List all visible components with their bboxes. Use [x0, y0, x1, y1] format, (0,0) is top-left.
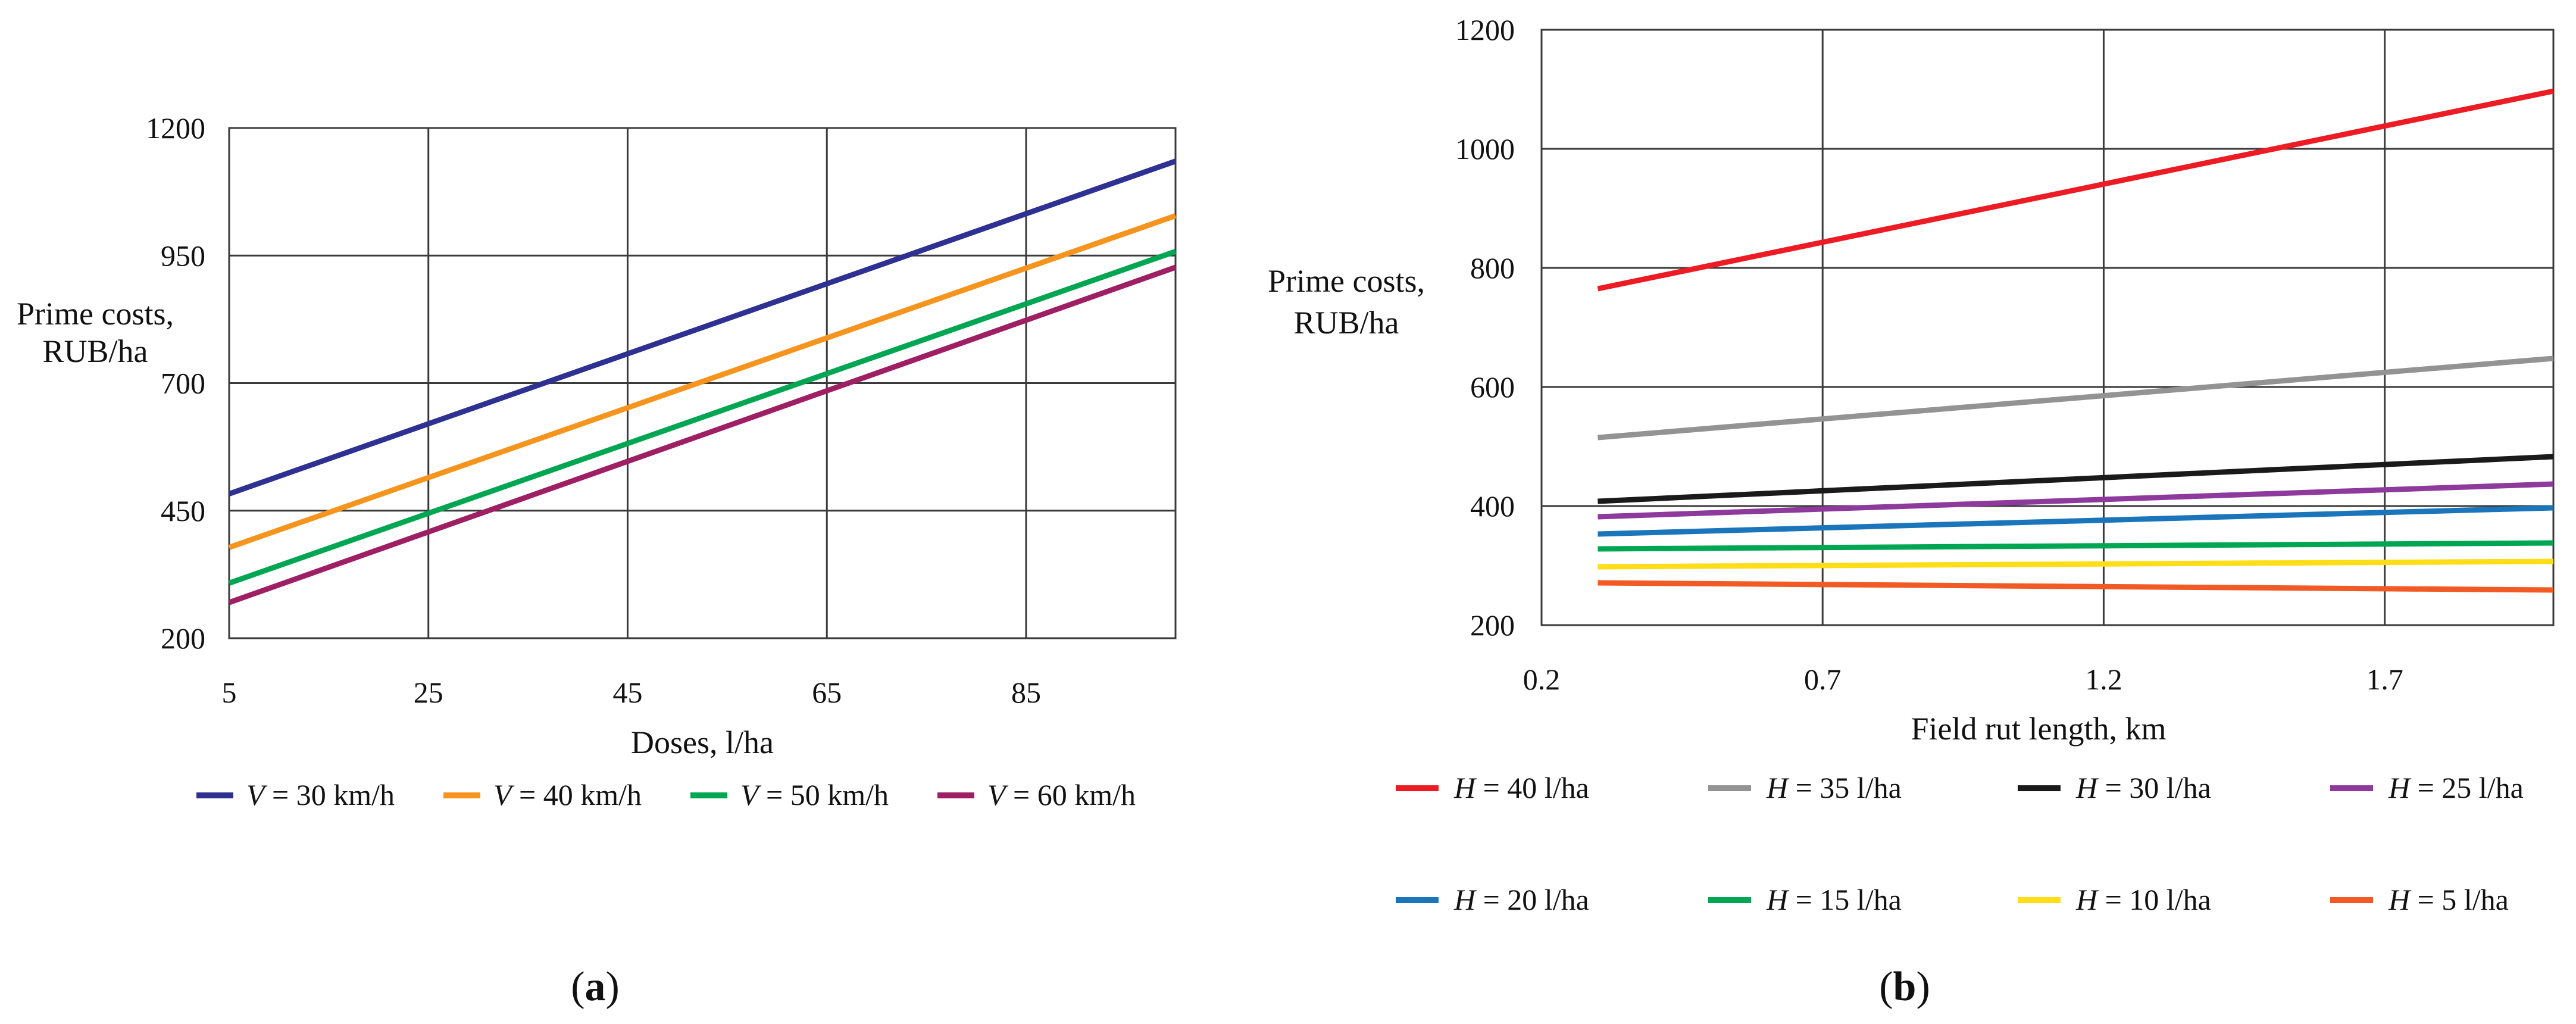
chart-b-legend-variable: H	[2388, 771, 2412, 804]
chart-a-x-tick-label: 65	[812, 676, 842, 709]
chart-a-series-line-0	[228, 158, 1177, 497]
chart-b-panel-letter: b	[1893, 964, 1917, 1010]
chart-b-y-tick-label: 800	[1470, 251, 1515, 285]
chart-b-gridlines	[1540, 29, 2553, 626]
chart-b-series-line-4	[1598, 505, 2554, 537]
chart-a-legend-variable: V	[246, 778, 268, 811]
chart-a-x-tick-label: 5	[222, 676, 237, 709]
chart-b-x-tick-labels: 0.2 0.7 1.2 1.7	[1523, 663, 2403, 696]
chart-b-legend: H = 40 l/ha H = 35 l/ha H = 30 l/ha H = 25 …	[1396, 771, 2524, 916]
chart-b-x-tick-label: 1.7	[2366, 663, 2403, 696]
chart-a-legend-label: V = 30 km/h	[246, 778, 395, 811]
chart-b-x-tick-label: 0.2	[1523, 663, 1561, 696]
chart-b-series-line-1	[1598, 355, 2554, 441]
chart-b-legend-value: = 40 l/ha	[1475, 771, 1589, 804]
chart-a-panel-letter: a	[585, 964, 606, 1010]
chart-b-series-line-2	[1598, 454, 2554, 504]
chart-a-legend-label: V = 40 km/h	[493, 778, 642, 811]
chart-b-legend-variable: H	[1453, 771, 1477, 804]
chart-b-legend-label: H = 5 l/ha	[2388, 883, 2509, 916]
chart-b-y-tick-label: 600	[1470, 370, 1515, 404]
chart-a-y-tick-label: 1200	[146, 111, 205, 145]
chart-panel-a: 5 25 45 65 85 200 450 700 950 1200 Doses, l/ha P…	[17, 111, 1177, 1010]
chart-b-legend-label: H = 20 l/ha	[1453, 883, 1589, 916]
chart-b-legend-value: = 25 l/ha	[2410, 771, 2524, 804]
chart-b-y-tick-label: 1000	[1455, 132, 1515, 166]
chart-b-legend-value: = 35 l/ha	[1788, 771, 1902, 804]
chart-b-series-line-3	[1598, 481, 2554, 520]
chart-b-y-axis-title-line2: RUB/ha	[1293, 305, 1399, 341]
chart-a-series-line-2	[228, 249, 1177, 586]
chart-a-x-axis-title: Doses, l/ha	[631, 725, 774, 760]
chart-a-series-line-3	[228, 264, 1177, 605]
chart-b-x-axis-title: Field rut length, km	[1911, 711, 2167, 747]
chart-a-series-lines	[228, 158, 1177, 605]
chart-b-legend-label: H = 30 l/ha	[2075, 771, 2211, 804]
chart-a-legend-value: = 30 km/h	[265, 778, 395, 811]
chart-b-legend-variable: H	[1766, 771, 1790, 804]
chart-b-series-lines	[1597, 88, 2554, 593]
chart-b-legend-value: = 5 l/ha	[2410, 883, 2509, 916]
chart-b-legend-value: = 15 l/ha	[1788, 883, 1902, 916]
chart-b-legend-label: H = 40 l/ha	[1453, 771, 1589, 804]
chart-b-legend-value: = 30 l/ha	[2097, 771, 2211, 804]
chart-a-legend-variable: V	[493, 778, 515, 811]
chart-a-y-tick-label: 950	[161, 239, 205, 272]
chart-a-y-tick-label: 450	[161, 494, 205, 527]
chart-b-series-line-7	[1598, 580, 2554, 593]
chart-a-y-tick-label: 200	[161, 622, 205, 655]
chart-b-series-line-6	[1598, 558, 2554, 570]
chart-b-legend-variable: H	[2388, 883, 2412, 916]
chart-b-series-line-5	[1598, 540, 2554, 552]
chart-b-y-axis-title-line1: Prime costs,	[1268, 263, 1425, 299]
chart-a-y-axis-title-line2: RUB/ha	[42, 333, 148, 369]
chart-b-x-tick-label: 0.7	[1804, 663, 1842, 696]
chart-a-y-tick-label: 700	[161, 367, 205, 400]
chart-a-legend-value: = 60 km/h	[1006, 778, 1136, 811]
chart-b-y-tick-label: 200	[1470, 608, 1515, 642]
chart-b-legend-variable: H	[1766, 883, 1790, 916]
chart-b-legend-variable: H	[2075, 771, 2099, 804]
chart-a-legend-value: = 40 km/h	[512, 778, 642, 811]
chart-b-legend-value: = 10 l/ha	[2097, 883, 2211, 916]
chart-a-legend-variable: V	[987, 778, 1009, 811]
chart-b-legend-label: H = 35 l/ha	[1766, 771, 1902, 804]
chart-a-panel-label: (a)	[571, 964, 620, 1010]
chart-b-series-line-0	[1597, 88, 2554, 292]
chart-b-panel-label: (b)	[1879, 964, 1930, 1010]
chart-b-x-tick-label: 1.2	[2085, 663, 2122, 696]
chart-a-legend-variable: V	[740, 778, 762, 811]
chart-b-y-tick-label: 400	[1470, 489, 1515, 523]
chart-a-legend-label: V = 50 km/h	[740, 778, 889, 811]
chart-b-plot-frame	[1540, 29, 2555, 626]
chart-b-y-tick-labels: 200 400 600 800 1000 1200	[1455, 13, 1515, 642]
chart-a-x-tick-label: 25	[414, 676, 443, 709]
chart-a-y-tick-labels: 200 450 700 950 1200	[146, 111, 205, 655]
chart-panel-b: 0.2 0.7 1.2 1.7 200 400 600 800 1000 1200 Field …	[1268, 13, 2555, 1010]
chart-a-legend-label: V = 60 km/h	[987, 778, 1136, 811]
chart-a-x-tick-label: 45	[612, 676, 642, 709]
chart-b-y-tick-label: 1200	[1455, 13, 1515, 46]
chart-a-x-tick-label: 85	[1011, 676, 1041, 709]
chart-b-legend-variable: H	[2075, 883, 2099, 916]
chart-b-legend-label: H = 10 l/ha	[2075, 883, 2211, 916]
chart-a-legend-value: = 50 km/h	[759, 778, 889, 811]
chart-a-y-axis-title-line1: Prime costs,	[17, 296, 174, 332]
chart-b-legend-label: H = 25 l/ha	[2388, 771, 2524, 804]
chart-a-legend: V = 30 km/h V = 40 km/h V = 50 km/h V = 60 …	[196, 778, 1136, 811]
chart-b-legend-value: = 20 l/ha	[1475, 883, 1589, 916]
chart-a-series-line-1	[228, 213, 1177, 550]
chart-b-legend-variable: H	[1453, 883, 1477, 916]
chart-a-x-tick-labels: 5 25 45 65 85	[222, 676, 1041, 709]
chart-a-plot-frame	[228, 127, 1177, 639]
chart-b-legend-label: H = 15 l/ha	[1766, 883, 1902, 916]
